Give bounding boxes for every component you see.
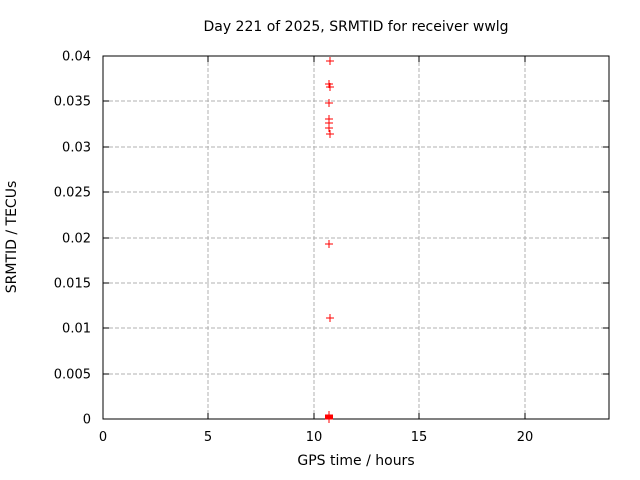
- x-tick-label: 15: [411, 430, 428, 445]
- y-axis-label: SRMTID / TECUs: [4, 181, 20, 294]
- grid-lines: [103, 56, 609, 419]
- x-tick-label: 0: [99, 430, 107, 445]
- y-tick-label: 0.025: [54, 186, 91, 201]
- data-point-marker: [326, 314, 334, 322]
- data-point-marker: [326, 83, 334, 91]
- tick-labels: 0 5 10 15 20 0 0.005 0.01 0.015 0.02 0.025 0.03 0.03…: [54, 50, 533, 446]
- y-tick-label: 0.03: [62, 141, 91, 156]
- y-tick-label: 0.015: [54, 277, 91, 292]
- data-point-marker: [325, 99, 333, 107]
- chart-title: Day 221 of 2025, SRMTID for receiver wwl…: [203, 19, 508, 35]
- y-tick-label: 0.04: [62, 50, 91, 65]
- y-tick-label: 0.005: [54, 368, 91, 383]
- y-tick-label: 0.01: [62, 322, 91, 337]
- data-point-marker: [326, 57, 334, 65]
- data-points: [325, 57, 334, 423]
- x-tick-label: 5: [204, 430, 212, 445]
- x-axis-label: GPS time / hours: [297, 453, 414, 469]
- x-tick-label: 20: [517, 430, 534, 445]
- y-tick-label: 0.035: [54, 95, 91, 110]
- tick-marks: [102, 55, 609, 420]
- data-point-marker: [326, 130, 334, 138]
- data-point-marker: [325, 415, 333, 423]
- x-tick-label: 10: [306, 430, 323, 445]
- data-point-marker: [325, 240, 333, 248]
- data-point-marker: [325, 124, 333, 132]
- y-tick-label: 0.02: [62, 232, 91, 247]
- y-tick-label: 0: [83, 413, 91, 428]
